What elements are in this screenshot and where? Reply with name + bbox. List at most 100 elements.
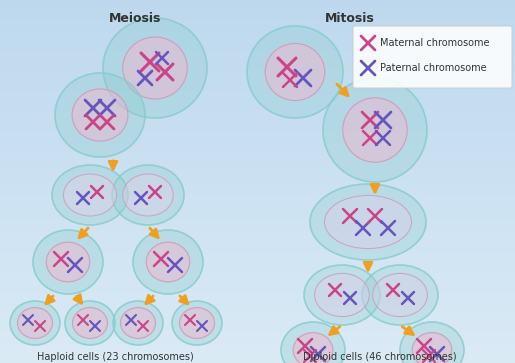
Bar (0, 85, 515, 86)
Bar (0, 134, 515, 135)
Bar (0, 34, 515, 35)
Bar (0, 6, 515, 7)
Bar (0, 123, 515, 124)
Bar (0, 167, 515, 168)
Bar (0, 128, 515, 129)
Bar (0, 308, 515, 309)
Bar (0, 176, 515, 177)
Bar (0, 171, 515, 172)
Bar (0, 83, 515, 84)
Bar (0, 170, 515, 171)
Bar (0, 264, 515, 265)
Bar (0, 88, 515, 89)
Bar (0, 362, 515, 363)
Bar (0, 354, 515, 355)
Bar (0, 109, 515, 110)
Bar (0, 130, 515, 131)
Bar (0, 229, 515, 230)
Bar (0, 119, 515, 120)
Bar (0, 185, 515, 186)
Ellipse shape (304, 265, 380, 325)
Text: Diploid cells (46 chromosomes): Diploid cells (46 chromosomes) (303, 352, 457, 362)
Bar (0, 122, 515, 123)
Bar (0, 325, 515, 326)
Bar (0, 234, 515, 235)
Bar (0, 333, 515, 334)
Bar (0, 338, 515, 339)
Bar (0, 240, 515, 241)
Bar (0, 64, 515, 65)
Bar (0, 360, 515, 361)
Ellipse shape (310, 184, 426, 260)
Ellipse shape (73, 307, 108, 338)
Bar (0, 98, 515, 99)
Bar (0, 19, 515, 20)
Bar (0, 331, 515, 332)
Bar (0, 263, 515, 264)
Bar (0, 178, 515, 179)
Bar (0, 267, 515, 268)
Bar (0, 126, 515, 127)
Bar (0, 62, 515, 63)
Bar (0, 237, 515, 238)
Ellipse shape (180, 307, 215, 338)
Bar (0, 3, 515, 4)
Bar (0, 172, 515, 173)
Bar (0, 2, 515, 3)
Bar (0, 232, 515, 233)
Bar (0, 293, 515, 294)
Bar (0, 356, 515, 357)
Bar (0, 168, 515, 169)
Bar (0, 179, 515, 180)
Bar (0, 155, 515, 156)
Bar (0, 67, 515, 68)
Bar (0, 242, 515, 243)
Bar (0, 299, 515, 300)
Bar (0, 202, 515, 203)
Ellipse shape (315, 273, 369, 317)
Bar (0, 46, 515, 47)
Bar (0, 230, 515, 231)
Bar (0, 222, 515, 223)
Bar (0, 4, 515, 5)
Bar (0, 16, 515, 17)
Bar (0, 330, 515, 331)
Ellipse shape (33, 230, 103, 294)
Bar (0, 138, 515, 139)
Bar (0, 38, 515, 39)
Bar (0, 265, 515, 266)
Bar (0, 54, 515, 55)
Bar (0, 55, 515, 56)
Bar (0, 350, 515, 351)
Bar (0, 96, 515, 97)
Bar (0, 18, 515, 19)
Bar (0, 241, 515, 242)
Bar (0, 15, 515, 16)
Bar (0, 311, 515, 312)
Text: Mitosis: Mitosis (325, 12, 375, 25)
Bar (0, 207, 515, 208)
Bar (0, 157, 515, 158)
Bar (0, 177, 515, 178)
Bar (0, 261, 515, 262)
Bar (0, 79, 515, 80)
Bar (0, 317, 515, 318)
Bar (0, 144, 515, 145)
Bar (0, 249, 515, 250)
Ellipse shape (46, 242, 90, 282)
Bar (0, 197, 515, 198)
Bar (0, 59, 515, 60)
Bar (0, 118, 515, 119)
Bar (0, 7, 515, 8)
Bar (0, 326, 515, 327)
Bar (0, 245, 515, 246)
Bar (0, 276, 515, 277)
Ellipse shape (362, 265, 438, 325)
Bar (0, 51, 515, 52)
Bar (0, 327, 515, 328)
Text: Meiosis: Meiosis (109, 12, 161, 25)
Bar (0, 105, 515, 106)
Bar (0, 334, 515, 335)
Bar (0, 77, 515, 78)
Bar (0, 303, 515, 304)
